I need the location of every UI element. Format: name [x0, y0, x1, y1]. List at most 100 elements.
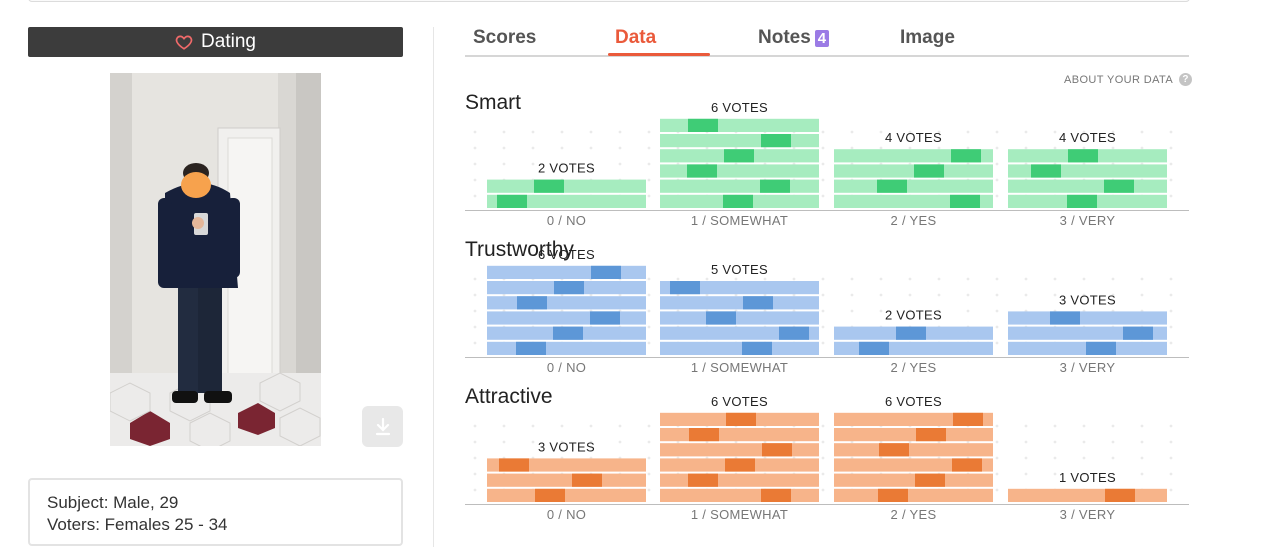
category-label: Dating [201, 31, 256, 52]
chart-title-smart: Smart [465, 91, 522, 114]
vote-highlight [572, 473, 602, 487]
tab-scores[interactable]: Scores [473, 27, 536, 57]
about-your-data-link[interactable]: ABOUT YOUR DATA ? [1064, 73, 1193, 86]
chart-bar [1008, 488, 1167, 502]
category-tick-label: 3 / VERY [1060, 360, 1116, 375]
vote-segment [660, 311, 819, 325]
vote-count-label: 5 VOTES [711, 262, 768, 277]
vote-highlight [879, 443, 909, 457]
vote-highlight [1086, 341, 1116, 355]
chart-trustworthy: 6 VOTES 0 / NO 5 VOTES 1 / SOMEWHAT 2 VOTES 2… [465, 224, 1189, 375]
vote-highlight [689, 428, 719, 442]
vote-segment [1008, 311, 1167, 325]
category-tick-label: 1 / SOMEWHAT [691, 213, 788, 228]
chart-title-attractive: Attractive [465, 385, 553, 408]
vote-highlight [723, 194, 753, 208]
vote-highlight [687, 164, 717, 178]
vote-highlight [761, 488, 791, 502]
category-header: Dating [28, 27, 403, 57]
vote-count-label: 2 VOTES [538, 161, 595, 176]
chart-bar [487, 179, 646, 208]
vote-segment [660, 296, 819, 310]
vote-highlight [1068, 149, 1098, 163]
subject-text: Subject: Male, 29 [47, 493, 179, 512]
vote-count-label: 6 VOTES [885, 394, 942, 409]
vote-segment [660, 118, 819, 132]
vote-highlight [743, 296, 773, 310]
vote-segment [1008, 488, 1167, 502]
chart-bar [660, 412, 819, 502]
subject-info: Subject: Male, 29 Voters: Females 25 - 3… [28, 478, 403, 546]
vote-segment [660, 179, 819, 193]
category-tick-label: 1 / SOMEWHAT [691, 360, 788, 375]
category-tick-label: 0 / NO [547, 213, 586, 228]
vote-segment [660, 488, 819, 502]
vote-segment [487, 341, 646, 355]
vote-highlight [706, 311, 736, 325]
vote-segment [834, 164, 993, 178]
vote-highlight [725, 458, 755, 472]
column-divider [433, 27, 434, 547]
vote-segment [487, 488, 646, 502]
vote-highlight [535, 488, 565, 502]
vote-highlight [724, 149, 754, 163]
vote-segment [487, 265, 646, 279]
vote-segment [660, 134, 819, 148]
vote-segment [834, 488, 993, 502]
vote-highlight [726, 412, 756, 426]
vote-segment [660, 164, 819, 178]
chart-bar [834, 412, 993, 502]
category-tick-label: 2 / YES [891, 213, 937, 228]
vote-segment [660, 428, 819, 442]
category-tick-label: 0 / NO [547, 360, 586, 375]
vote-highlight [1031, 164, 1061, 178]
download-icon [375, 417, 390, 435]
vote-count-label: 3 VOTES [538, 439, 595, 454]
vote-highlight [916, 428, 946, 442]
person-photo-icon [110, 73, 321, 446]
top-panel-edge [28, 0, 1190, 2]
chart-bar [1008, 311, 1167, 355]
chart-attractive: 3 VOTES 0 / NO 6 VOTES 1 / SOMEWHAT 6 VOTES 2… [465, 371, 1189, 522]
vote-count-label: 4 VOTES [1059, 130, 1116, 145]
tab-image[interactable]: Image [900, 27, 955, 57]
chart-bar [834, 149, 993, 208]
vote-highlight [534, 179, 564, 193]
category-tick-label: 3 / VERY [1060, 213, 1116, 228]
tab-notes[interactable]: Notes 4 [758, 27, 830, 57]
vote-highlight [553, 326, 583, 340]
category-tick-label: 3 / VERY [1060, 507, 1116, 522]
vote-highlight [554, 281, 584, 295]
vote-segment [487, 296, 646, 310]
chart-attractive-svg: 3 VOTES 0 / NO 6 VOTES 1 / SOMEWHAT 6 VOTES 2… [465, 394, 1189, 522]
tab-data[interactable]: Data [615, 27, 656, 57]
vote-highlight [762, 443, 792, 457]
category-tick-label: 1 / SOMEWHAT [691, 507, 788, 522]
vote-highlight [859, 341, 889, 355]
chart-title-trustworthy: Trustworthy [465, 238, 574, 261]
category-tick-label: 2 / YES [891, 360, 937, 375]
vote-highlight [1067, 194, 1097, 208]
vote-highlight [688, 473, 718, 487]
tab-image-label: Image [900, 27, 955, 48]
chart-bar [487, 265, 646, 355]
vote-highlight [950, 194, 980, 208]
vote-highlight [952, 458, 982, 472]
tab-bar: Scores Data Notes 4 Image [465, 27, 1189, 57]
vote-highlight [760, 179, 790, 193]
vote-segment [660, 341, 819, 355]
vote-segment [834, 341, 993, 355]
vote-count-label: 1 VOTES [1059, 470, 1116, 485]
vote-segment [834, 473, 993, 487]
vote-segment [487, 473, 646, 487]
category-tick-label: 0 / NO [547, 507, 586, 522]
vote-highlight [591, 265, 621, 279]
vote-count-label: 6 VOTES [711, 100, 768, 115]
vote-count-label: 3 VOTES [1059, 292, 1116, 307]
vote-segment [487, 179, 646, 193]
vote-highlight [742, 341, 772, 355]
vote-highlight [877, 179, 907, 193]
download-button[interactable] [362, 406, 403, 447]
chart-bar [487, 458, 646, 502]
vote-count-label: 6 VOTES [538, 247, 595, 262]
